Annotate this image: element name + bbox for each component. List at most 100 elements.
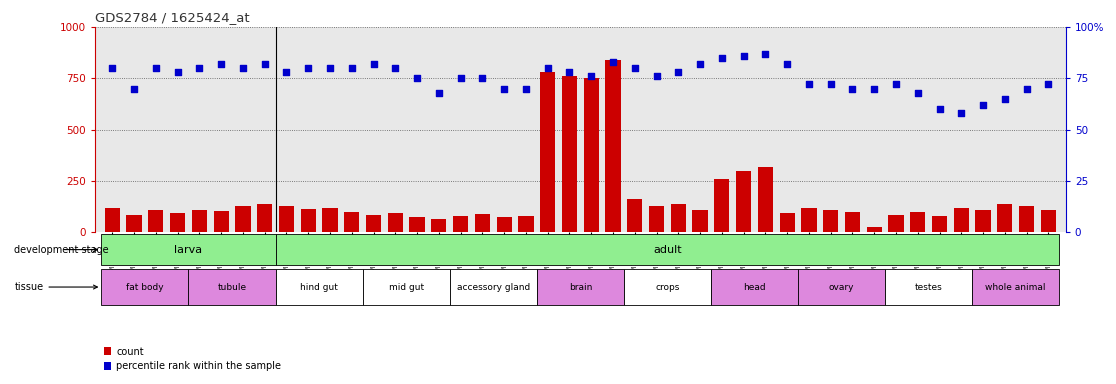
Bar xyxy=(1041,210,1056,232)
Point xyxy=(343,65,360,71)
Point xyxy=(517,85,535,91)
Point xyxy=(604,59,622,65)
Point xyxy=(278,69,296,75)
Bar xyxy=(888,215,904,232)
Point xyxy=(191,65,209,71)
Text: mid gut: mid gut xyxy=(388,283,424,291)
Bar xyxy=(518,216,533,232)
Point xyxy=(169,69,186,75)
Bar xyxy=(257,204,272,232)
Point xyxy=(757,51,775,57)
Bar xyxy=(801,208,817,232)
Bar xyxy=(671,204,686,232)
Point xyxy=(1039,81,1057,88)
Point xyxy=(539,65,557,71)
Bar xyxy=(276,234,1059,265)
Point xyxy=(734,53,752,59)
Point xyxy=(430,89,448,96)
Bar xyxy=(366,215,382,232)
Text: larva: larva xyxy=(174,245,202,255)
Point xyxy=(844,85,862,91)
Point xyxy=(952,110,970,116)
Bar xyxy=(758,167,773,232)
Point xyxy=(408,75,426,81)
Bar xyxy=(561,76,577,232)
Text: crops: crops xyxy=(655,283,680,291)
Bar xyxy=(845,212,860,232)
Bar xyxy=(148,210,163,232)
Bar xyxy=(624,269,711,305)
Point xyxy=(908,89,926,96)
Text: hind gut: hind gut xyxy=(300,283,338,291)
Point xyxy=(887,81,905,88)
Point xyxy=(212,61,230,67)
Bar xyxy=(735,170,751,232)
Bar xyxy=(450,269,537,305)
Point xyxy=(583,73,600,79)
Bar xyxy=(453,216,469,232)
Bar xyxy=(540,72,556,232)
Bar xyxy=(537,269,624,305)
Bar xyxy=(105,208,119,232)
Bar xyxy=(714,179,730,232)
Bar xyxy=(711,269,798,305)
Bar xyxy=(213,211,229,232)
Text: testes: testes xyxy=(915,283,943,291)
Point xyxy=(560,69,578,75)
Point xyxy=(821,81,839,88)
Bar xyxy=(387,213,403,232)
Point xyxy=(778,61,796,67)
Text: whole animal: whole animal xyxy=(985,283,1046,291)
Point xyxy=(147,65,165,71)
Bar xyxy=(189,269,276,305)
Point xyxy=(256,61,273,67)
Text: GDS2784 / 1625424_at: GDS2784 / 1625424_at xyxy=(95,11,250,24)
Bar xyxy=(323,208,338,232)
Bar xyxy=(102,269,189,305)
Text: tubule: tubule xyxy=(218,283,247,291)
Point xyxy=(647,73,665,79)
Point xyxy=(670,69,687,75)
Bar xyxy=(584,78,599,232)
Point xyxy=(995,96,1013,102)
Text: brain: brain xyxy=(569,283,591,291)
Bar xyxy=(692,210,708,232)
Point xyxy=(125,85,143,91)
Bar xyxy=(998,204,1012,232)
Text: accessory gland: accessory gland xyxy=(456,283,530,291)
Bar xyxy=(975,210,991,232)
Bar xyxy=(170,213,185,232)
Bar xyxy=(972,269,1059,305)
Bar xyxy=(798,269,885,305)
Bar xyxy=(605,60,620,232)
Point xyxy=(386,65,404,71)
Point xyxy=(931,106,949,112)
Bar xyxy=(1019,205,1035,232)
Text: development stage: development stage xyxy=(15,245,109,255)
Bar xyxy=(279,205,294,232)
Text: fat body: fat body xyxy=(126,283,164,291)
Point xyxy=(713,55,731,61)
Text: head: head xyxy=(743,283,766,291)
Bar xyxy=(932,216,947,232)
Point xyxy=(104,65,122,71)
Bar xyxy=(300,209,316,232)
Point xyxy=(473,75,491,81)
Bar xyxy=(885,269,972,305)
Bar xyxy=(911,212,925,232)
Bar xyxy=(126,215,142,232)
Point xyxy=(365,61,383,67)
Point xyxy=(865,85,883,91)
Bar xyxy=(867,227,882,232)
Text: tissue: tissue xyxy=(15,282,97,292)
Bar xyxy=(276,269,363,305)
Point xyxy=(452,75,470,81)
Text: ovary: ovary xyxy=(829,283,855,291)
Point xyxy=(626,65,644,71)
Bar xyxy=(474,214,490,232)
Bar xyxy=(192,210,206,232)
Point xyxy=(299,65,317,71)
Bar xyxy=(824,210,838,232)
Point xyxy=(496,85,513,91)
Bar xyxy=(410,217,425,232)
